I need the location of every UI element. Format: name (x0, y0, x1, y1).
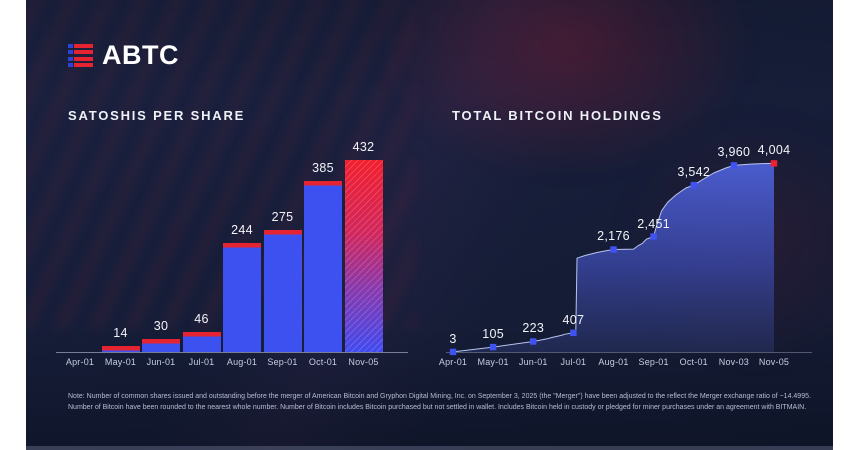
area-tick-label: Jun-01 (518, 357, 548, 367)
red-glow-texture (376, 0, 756, 180)
area-point-marker (530, 338, 537, 345)
bar-value-label: 385 (312, 160, 334, 175)
bar-tick-label: Aug-01 (226, 357, 258, 367)
area-point-marker (770, 160, 778, 167)
right-chart-title: TOTAL BITCOIN HOLDINGS (452, 108, 663, 123)
area-point-marker (489, 343, 497, 351)
area-point-marker (730, 162, 738, 169)
area-point-marker (449, 348, 457, 356)
area-point-marker (610, 246, 617, 253)
bar-Nov-05 (344, 159, 383, 352)
bar-value-label: 14 (113, 325, 128, 340)
area-tick-label: Oct-01 (679, 357, 708, 367)
bar-value-label: 432 (352, 139, 375, 154)
bar-value-label: 275 (271, 209, 294, 224)
area-tick-label: Nov-03 (718, 357, 749, 367)
bar-tick-label: Jun-01 (146, 357, 176, 367)
bar-tick-label: Jul-01 (188, 357, 215, 367)
area-point-marker (650, 233, 657, 240)
bar-value-label: 30 (153, 318, 169, 333)
bar-Aug-01 (223, 243, 261, 352)
area-point-marker (570, 329, 577, 336)
bar-chart-axis-line (56, 352, 408, 353)
area-tick-label: Aug-01 (598, 357, 629, 367)
bar-tick-label: May-01 (104, 357, 137, 367)
bar-value-label: 46 (194, 311, 209, 326)
area-markers (449, 160, 778, 356)
logo-text: ABTC (102, 40, 179, 70)
infographic-canvas: ABTC SATOSHIS PER SHARE TOTAL BITCOIN HO… (26, 0, 833, 450)
bar-Sep-01 (263, 229, 302, 352)
abtc-logo: ABTC (68, 42, 179, 69)
area-tick-label: Apr-01 (438, 357, 468, 367)
area-tick-label: Jul-01 (560, 357, 587, 367)
area-tick-label: Nov-05 (758, 357, 790, 367)
bar-chart-tick-row: Apr-01 May-01 Jun-01 Jul-01 Aug-01 Sep-01 Oct-… (52, 357, 408, 369)
area-tick-label: Sep-01 (638, 357, 669, 367)
footnote: Note: Number of common shares issued and… (68, 393, 811, 411)
area-line (452, 162, 775, 353)
abtc-flag-icon (68, 43, 93, 68)
bar-value-label: 244 (231, 223, 253, 238)
bar-Jun-01 (142, 338, 180, 352)
area-tick-label: May-01 (477, 357, 509, 367)
area-chart-plot (449, 160, 778, 356)
bar-Jul-01 (182, 331, 221, 352)
left-chart-title: SATOSHIS PER SHARE (68, 108, 246, 123)
area-point-marker (690, 181, 697, 189)
bar-tick-label: Apr-01 (65, 357, 95, 367)
bar-tick-label: Oct-01 (308, 357, 338, 367)
bar-tick-label: Nov-05 (348, 357, 379, 367)
bar-tick-label: Sep-01 (267, 357, 298, 367)
bar-chart-plot: 14 30 46 244 275 385 432 (52, 140, 408, 352)
area-fill (453, 163, 774, 352)
bar-May-01 (101, 345, 140, 352)
bottom-edge-strip (26, 446, 833, 450)
area-chart-axis-line (446, 352, 812, 353)
bar-Oct-01 (304, 180, 342, 352)
area-chart-tick-row: Apr-01 May-01 Jun-01 Jul-01 Aug-01 Sep-01 Oct-… (426, 357, 796, 369)
